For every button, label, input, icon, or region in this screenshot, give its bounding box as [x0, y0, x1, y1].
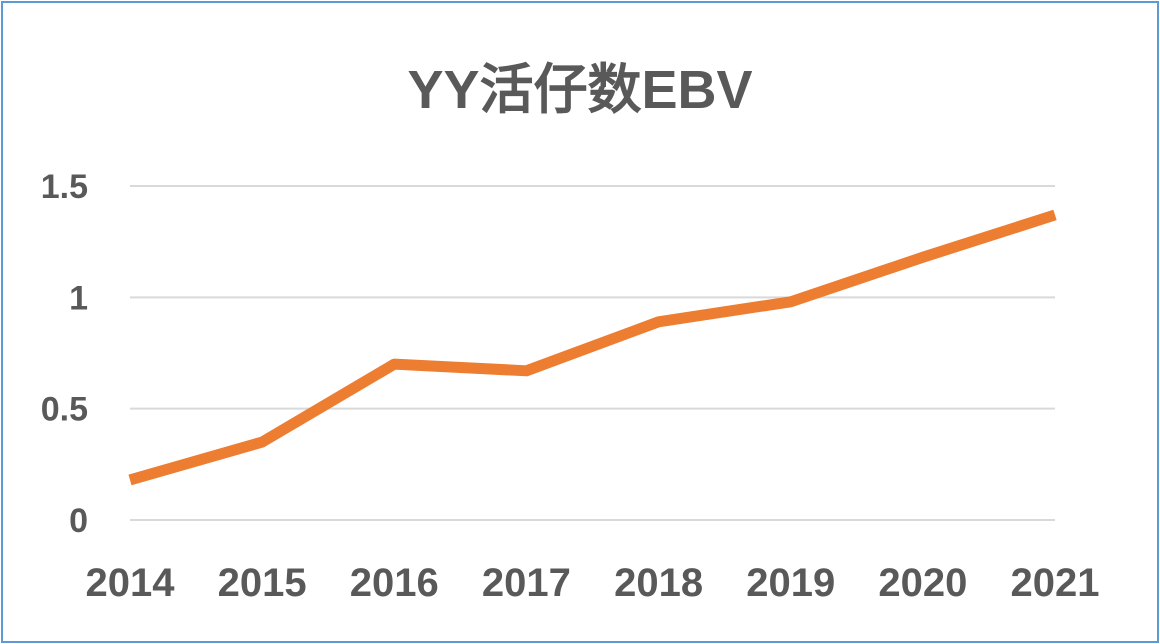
chart-title: YY活仔数EBV: [407, 60, 752, 120]
y-tick-label: 1: [69, 279, 88, 317]
x-tick-label: 2019: [746, 561, 835, 605]
x-tick-label: 2020: [878, 561, 967, 605]
series-line: [128, 209, 1057, 486]
y-tick-label: 1.5: [41, 168, 88, 206]
y-tick-label: 0: [69, 502, 88, 540]
x-tick-label: 2014: [86, 561, 176, 605]
x-tick-label: 2016: [350, 561, 439, 605]
x-tick-label: 2018: [614, 561, 703, 605]
x-tick-label: 2021: [1011, 561, 1100, 605]
x-tick-label: 2017: [482, 561, 571, 605]
x-tick-label: 2015: [218, 561, 307, 605]
y-tick-label: 0.5: [41, 391, 88, 429]
